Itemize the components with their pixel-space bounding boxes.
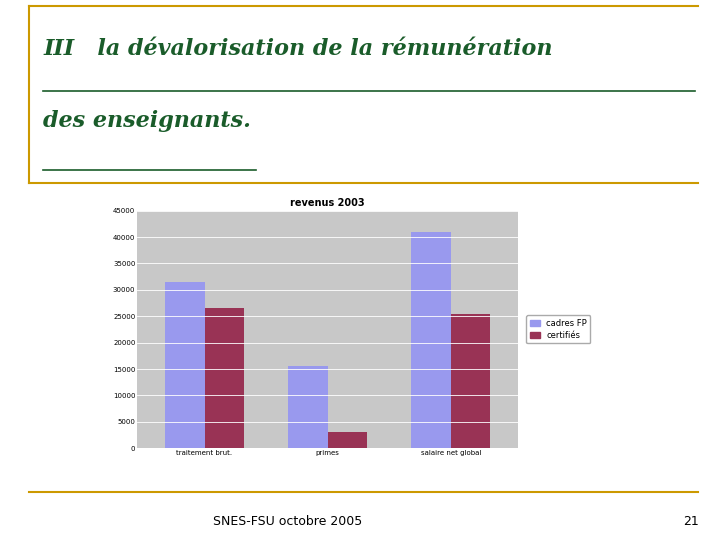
Text: SNES-FSU octobre 2005: SNES-FSU octobre 2005: [213, 515, 363, 528]
Text: 21: 21: [683, 515, 699, 528]
Bar: [204, 308, 244, 448]
Bar: [328, 433, 367, 448]
Bar: [288, 366, 328, 448]
Bar: [165, 282, 204, 448]
Legend: cadres FP, certifiés: cadres FP, certifiés: [526, 315, 590, 343]
Text: III   la dévalorisation de la rémunération: III la dévalorisation de la rémunération: [43, 38, 553, 60]
Title: revenus 2003: revenus 2003: [290, 198, 365, 208]
Text: des enseignants.: des enseignants.: [43, 110, 251, 132]
Bar: [451, 314, 490, 448]
Bar: [411, 232, 451, 448]
